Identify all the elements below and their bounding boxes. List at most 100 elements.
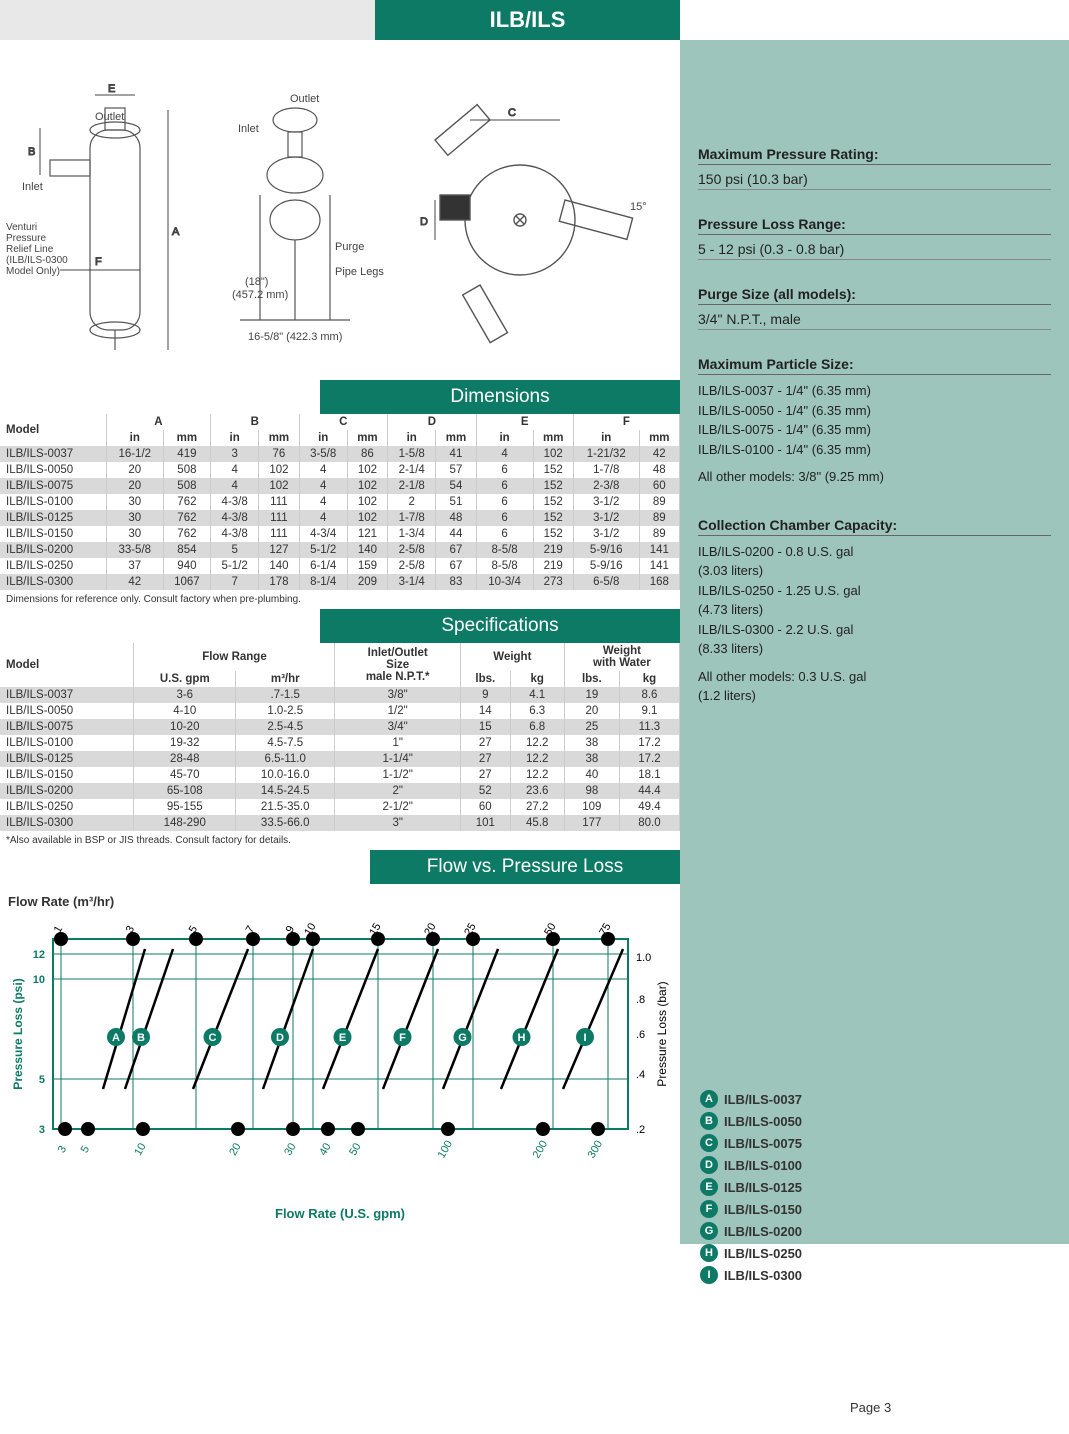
svg-text:3: 3 [56, 1144, 69, 1155]
svg-text:I: I [583, 1032, 586, 1044]
svg-text:12: 12 [33, 949, 45, 961]
table-row: ILB/ILS-012528-486.5-11.01-1/4"2712.2381… [0, 751, 680, 767]
table-row: ILB/ILS-0300148-29033.5-66.03"10145.8177… [0, 815, 680, 831]
legend-item: EILB/ILS-0125 [700, 1178, 802, 1196]
ploss-label: Pressure Loss Range: [698, 216, 1051, 235]
section-flowchart: Flow vs. Pressure Loss [370, 850, 680, 884]
svg-text:Pipe Legs: Pipe Legs [335, 266, 384, 278]
table-row: ILB/ILS-0150307624-3/81114-3/41211-3/444… [0, 526, 680, 542]
svg-text:300: 300 [586, 1139, 606, 1161]
svg-text:.2: .2 [636, 1124, 645, 1136]
svg-text:C: C [508, 107, 516, 119]
svg-text:Inlet: Inlet [238, 123, 259, 135]
particle-list: ILB/ILS-0037 - 1/4" (6.35 mm) ILB/ILS-00… [698, 377, 1051, 463]
legend-item: BILB/ILS-0050 [700, 1112, 802, 1130]
svg-text:F: F [95, 256, 102, 268]
svg-text:200: 200 [531, 1139, 551, 1161]
legend-item: CILB/ILS-0075 [700, 1134, 802, 1152]
table-row: ILB/ILS-015045-7010.0-16.01-1/2"2712.240… [0, 767, 680, 783]
particle-other: All other models: 3/8" (9.25 mm) [698, 463, 1051, 491]
svg-text:Inlet: Inlet [22, 181, 43, 193]
svg-text:.8: .8 [636, 994, 645, 1006]
chart-legend: AILB/ILS-0037 BILB/ILS-0050 CILB/ILS-0075 D… [700, 1090, 802, 1288]
svg-text:C: C [209, 1032, 217, 1044]
svg-text:Pressure Loss (bar): Pressure Loss (bar) [655, 981, 669, 1086]
legend-item: IILB/ILS-0300 [700, 1266, 802, 1284]
svg-text:A: A [172, 226, 180, 238]
table-row: ILB/ILS-003716-1/24193763-5/8861-5/84141… [0, 446, 680, 462]
legend-item: HILB/ILS-0250 [700, 1244, 802, 1262]
svg-text:1.0: 1.0 [636, 952, 651, 964]
table-row: ILB/ILS-030042106771788-1/42093-1/48310-… [0, 574, 680, 590]
specs-sidebar: Maximum Pressure Rating: 150 psi (10.3 b… [680, 40, 1069, 1244]
dimensions-table: ModelABCDEFinmminmminmminmminmminmm ILB/… [0, 414, 680, 590]
svg-text:.6: .6 [636, 1029, 645, 1041]
product-diagram: A B E F Outlet Inlet VenturiPressureReli… [0, 40, 680, 380]
table-row: ILB/ILS-005020508410241022-1/45761521-7/… [0, 462, 680, 478]
svg-text:5: 5 [39, 1074, 45, 1086]
section-specifications: Specifications [320, 609, 680, 643]
svg-text:G: G [458, 1032, 467, 1044]
svg-text:10: 10 [33, 974, 45, 986]
svg-text:.4: .4 [636, 1069, 645, 1081]
svg-text:D: D [276, 1032, 284, 1044]
legend-item: AILB/ILS-0037 [700, 1090, 802, 1108]
chart-x-top-label: Flow Rate (m³/hr) [8, 894, 672, 909]
svg-text:Outlet: Outlet [290, 93, 319, 105]
svg-text:40: 40 [317, 1141, 334, 1158]
header: ILB/ILS [0, 0, 1069, 40]
svg-text:10: 10 [132, 1141, 149, 1158]
svg-text:A: A [112, 1032, 120, 1044]
header-spacer-left [0, 0, 375, 40]
svg-text:30: 30 [282, 1141, 299, 1158]
svg-text:B: B [28, 146, 35, 158]
table-row: ILB/ILS-007510-202.5-4.53/4"156.82511.3 [0, 719, 680, 735]
svg-text:Outlet: Outlet [95, 111, 124, 123]
particle-label: Maximum Particle Size: [698, 356, 1051, 375]
svg-text:H: H [518, 1032, 526, 1044]
ploss-value: 5 - 12 psi (0.3 - 0.8 bar) [698, 237, 1051, 260]
svg-text:F: F [399, 1032, 406, 1044]
maxpress-label: Maximum Pressure Rating: [698, 146, 1051, 165]
svg-text:E: E [339, 1032, 346, 1044]
table-row: ILB/ILS-025095-15521.5-35.02-1/2"6027.21… [0, 799, 680, 815]
specifications-table: ModelFlow RangeInlet/Outlet Size male N.… [0, 643, 680, 831]
table-row: ILB/ILS-0250379405-1/21406-1/41592-5/867… [0, 558, 680, 574]
svg-text:E: E [108, 83, 115, 95]
svg-text:50: 50 [347, 1141, 364, 1158]
table-row: ILB/ILS-020033-5/885451275-1/21402-5/867… [0, 542, 680, 558]
svg-text:(457.2 mm): (457.2 mm) [232, 289, 288, 301]
svg-text:15°: 15° [630, 201, 647, 213]
table-row: ILB/ILS-00504-101.0-2.51/2"146.3209.1 [0, 703, 680, 719]
header-spacer-right [680, 0, 1069, 40]
page-title: ILB/ILS [375, 0, 680, 40]
table-row: ILB/ILS-010019-324.5-7.51"2712.23817.2 [0, 735, 680, 751]
section-dimensions: Dimensions [320, 380, 680, 414]
chamber-other: All other models: 0.3 U.S. gal (1.2 lite… [698, 663, 1051, 710]
table-row: ILB/ILS-0100307624-3/8111410225161523-1/… [0, 494, 680, 510]
dimensions-footnote: Dimensions for reference only. Consult f… [0, 590, 680, 609]
svg-text:3: 3 [39, 1124, 45, 1136]
svg-text:100: 100 [436, 1139, 456, 1161]
svg-text:5: 5 [79, 1144, 92, 1155]
svg-text:Purge: Purge [335, 241, 364, 253]
maxpress-value: 150 psi (10.3 bar) [698, 167, 1051, 190]
legend-item: DILB/ILS-0100 [700, 1156, 802, 1174]
table-row: ILB/ILS-007520508410241022-1/85461522-3/… [0, 478, 680, 494]
table-row: ILB/ILS-0125307624-3/811141021-7/8486152… [0, 510, 680, 526]
svg-text:B: B [137, 1032, 145, 1044]
purge-value: 3/4" N.P.T., male [698, 307, 1051, 330]
specifications-footnote: *Also available in BSP or JIS threads. C… [0, 831, 680, 850]
svg-text:Pressure Loss (psi): Pressure Loss (psi) [11, 978, 25, 1089]
flow-pressure-chart: Flow Rate (m³/hr) 1357910152025507535102… [0, 884, 680, 1244]
diagram-svg: A B E F Outlet Inlet VenturiPressureReli… [0, 40, 680, 380]
chart-x-bot-label: Flow Rate (U.S. gpm) [8, 1206, 672, 1221]
table-row: ILB/ILS-00373-6.7-1.53/8"94.1198.6 [0, 687, 680, 703]
svg-text:D: D [420, 216, 428, 228]
page-number: Page 3 [850, 1400, 891, 1415]
svg-text:20: 20 [227, 1141, 244, 1158]
chamber-label: Collection Chamber Capacity: [698, 517, 1051, 536]
legend-item: FILB/ILS-0150 [700, 1200, 802, 1218]
svg-text:16-5/8" (422.3 mm): 16-5/8" (422.3 mm) [248, 331, 342, 343]
legend-item: GILB/ILS-0200 [700, 1222, 802, 1240]
